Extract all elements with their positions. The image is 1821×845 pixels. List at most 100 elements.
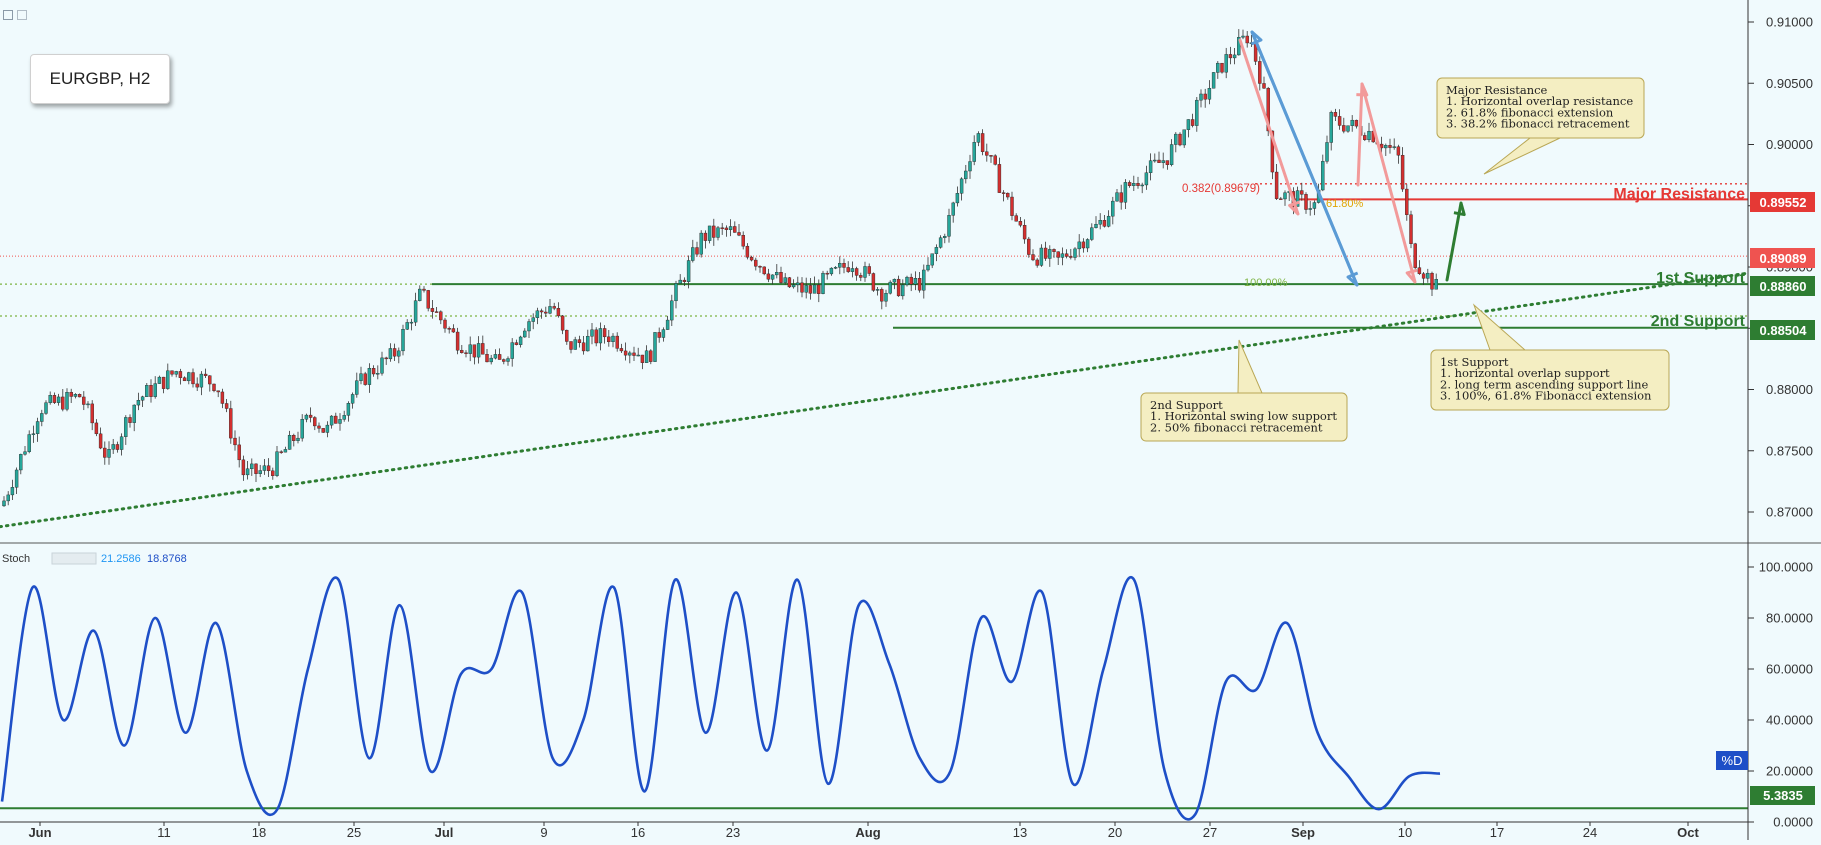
candle-body-down <box>77 394 82 398</box>
time-tick-label: Aug <box>855 825 880 840</box>
candle-body-down <box>1102 220 1107 227</box>
candle-body-down <box>1119 192 1123 203</box>
candle <box>590 322 594 345</box>
candle <box>1413 242 1417 270</box>
candle-body-up <box>955 193 960 204</box>
candle <box>367 363 372 393</box>
stoch-tick-label: 80.0000 <box>1766 611 1813 626</box>
time-tick-label: 20 <box>1108 825 1122 840</box>
candle <box>909 273 913 292</box>
candle-body-up <box>136 400 141 406</box>
candle <box>275 446 279 478</box>
price-tick-label: 0.87500 <box>1766 443 1813 458</box>
candle-body-down <box>472 344 477 358</box>
candle-body-up <box>1077 241 1081 250</box>
candle <box>1384 143 1388 156</box>
candle <box>119 433 124 456</box>
candle-body-up <box>892 278 897 283</box>
candle <box>741 231 745 250</box>
candle-body-up <box>1283 192 1287 200</box>
candle <box>1279 196 1283 200</box>
candle-body-down <box>619 348 624 352</box>
candle-body-down <box>846 267 850 272</box>
candle-body-down <box>1010 196 1014 216</box>
candle <box>371 365 376 377</box>
candle <box>1031 249 1035 262</box>
candle-body-up <box>359 373 363 381</box>
candle-body-down <box>128 417 132 423</box>
candle <box>980 129 985 156</box>
candle-body-up <box>1098 220 1102 225</box>
chart-settings-icon[interactable] <box>17 10 27 20</box>
stoch-tick-label: 0.0000 <box>1773 815 1813 830</box>
candle-body-up <box>1232 54 1237 59</box>
candle <box>892 278 897 290</box>
candle-body-down <box>224 403 229 409</box>
candle-body-up <box>791 284 796 288</box>
candle <box>296 431 300 444</box>
candle-body-up <box>833 267 838 269</box>
candle-body-down <box>182 377 187 382</box>
candle-body-down <box>1190 119 1195 126</box>
candle-body-up <box>1211 72 1216 89</box>
candle-body-up <box>674 283 678 302</box>
candle-body-down <box>993 155 997 165</box>
candle-body-up <box>913 278 918 285</box>
candle <box>69 388 73 403</box>
candle <box>489 354 493 365</box>
candle-body-up <box>1186 119 1191 130</box>
candle <box>1174 132 1178 153</box>
candle-body-down <box>842 263 846 268</box>
candle <box>313 416 317 431</box>
candle-body-down <box>758 266 762 268</box>
pink-swing-arrow-1 <box>1238 38 1301 216</box>
candle <box>766 268 771 283</box>
candle-body-up <box>157 376 162 384</box>
collapse-icon[interactable] <box>3 10 13 20</box>
candle-body-up <box>413 300 418 323</box>
candle-body-down <box>615 335 619 349</box>
candle-body-up <box>367 368 372 385</box>
candle <box>985 143 989 162</box>
candle-body-down <box>1409 214 1413 244</box>
green-target-arrow <box>1445 201 1466 282</box>
candle-body-up <box>884 293 888 302</box>
candle <box>1073 247 1077 261</box>
candle <box>573 336 577 350</box>
candle-body-up <box>1140 184 1144 187</box>
candle-body-up <box>968 161 972 172</box>
candle-body-down <box>195 383 199 388</box>
candle-body-down <box>1413 243 1417 268</box>
candle <box>833 266 838 270</box>
candle-body-up <box>905 276 909 286</box>
candle <box>581 336 586 355</box>
candle <box>636 347 640 357</box>
candle <box>1283 190 1287 206</box>
candle <box>1392 138 1396 150</box>
candle-body-down <box>1069 256 1073 258</box>
candle <box>955 186 960 207</box>
candle <box>686 255 691 289</box>
candle-body-up <box>770 274 775 280</box>
candle-body-up <box>1182 129 1186 146</box>
candle <box>220 388 225 409</box>
candle-body-up <box>388 348 393 360</box>
candle <box>968 154 972 179</box>
candle <box>720 222 724 235</box>
candle-body-up <box>812 284 817 294</box>
candle <box>124 415 128 445</box>
candle <box>993 154 997 166</box>
candle <box>800 277 804 298</box>
candle <box>544 306 548 317</box>
candle <box>1018 216 1023 228</box>
candle-body-up <box>590 329 594 337</box>
candle <box>775 264 779 279</box>
candle <box>40 409 44 427</box>
candle <box>674 280 678 309</box>
price-tag-box <box>1750 248 1815 268</box>
candle <box>1354 119 1359 129</box>
candle-body-down <box>115 444 120 450</box>
candle <box>422 286 426 293</box>
stoch-level-tag-value: 5.3835 <box>1763 788 1803 803</box>
